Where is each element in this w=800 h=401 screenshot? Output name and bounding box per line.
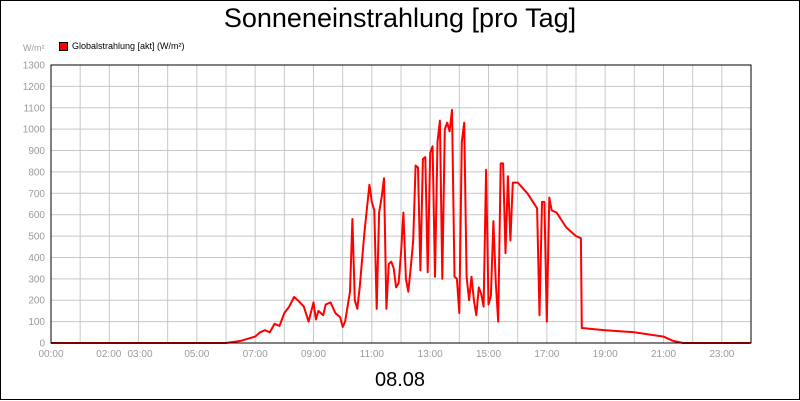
y-tick-label: 800 bbox=[28, 167, 45, 178]
y-tick-label: 1300 bbox=[23, 61, 46, 72]
y-tick-label: 300 bbox=[28, 274, 45, 285]
chart-title: Sonneneinstrahlung [pro Tag] bbox=[223, 3, 577, 33]
x-tick-label: 17:00 bbox=[534, 349, 559, 360]
y-tick-label: 900 bbox=[28, 146, 45, 157]
legend-label: Globalstrahlung [akt] (W/m²) bbox=[72, 41, 185, 51]
y-tick-label: 700 bbox=[28, 189, 45, 200]
y-tick-label: 200 bbox=[28, 296, 45, 307]
x-tick-label: 03:00 bbox=[128, 349, 153, 360]
y-tick-label: 0 bbox=[39, 339, 45, 350]
x-tick-label: 09:00 bbox=[301, 349, 326, 360]
y-tick-label: 500 bbox=[28, 232, 45, 243]
x-tick-label: 23:00 bbox=[709, 349, 734, 360]
x-tick-label: 02:00 bbox=[96, 349, 121, 360]
x-tick-label: 21:00 bbox=[651, 349, 676, 360]
x-tick-label: 05:00 bbox=[184, 349, 209, 360]
x-tick-label: 07:00 bbox=[243, 349, 268, 360]
y-tick-label: 600 bbox=[28, 210, 45, 221]
y-tick-label: 1000 bbox=[23, 125, 46, 136]
y-axis-unit-label: W/m² bbox=[23, 43, 45, 53]
y-tick-label: 1200 bbox=[23, 82, 46, 93]
x-tick-label: 19:00 bbox=[593, 349, 618, 360]
x-tick-label: 11:00 bbox=[360, 349, 385, 360]
y-tick-label: 400 bbox=[28, 253, 45, 264]
x-tick-label: 15:00 bbox=[476, 349, 501, 360]
legend-swatch bbox=[59, 41, 68, 51]
plot-border bbox=[50, 64, 752, 344]
x-tick-label: 00:00 bbox=[38, 349, 63, 360]
x-tick-label: 13:00 bbox=[418, 349, 443, 360]
series-line-0 bbox=[51, 108, 751, 344]
y-tick-label: 100 bbox=[28, 317, 45, 328]
legend: Globalstrahlung [akt] (W/m²) bbox=[59, 39, 185, 53]
x-axis-date-label: 08.08 bbox=[374, 369, 426, 391]
y-tick-label: 1100 bbox=[23, 103, 45, 114]
